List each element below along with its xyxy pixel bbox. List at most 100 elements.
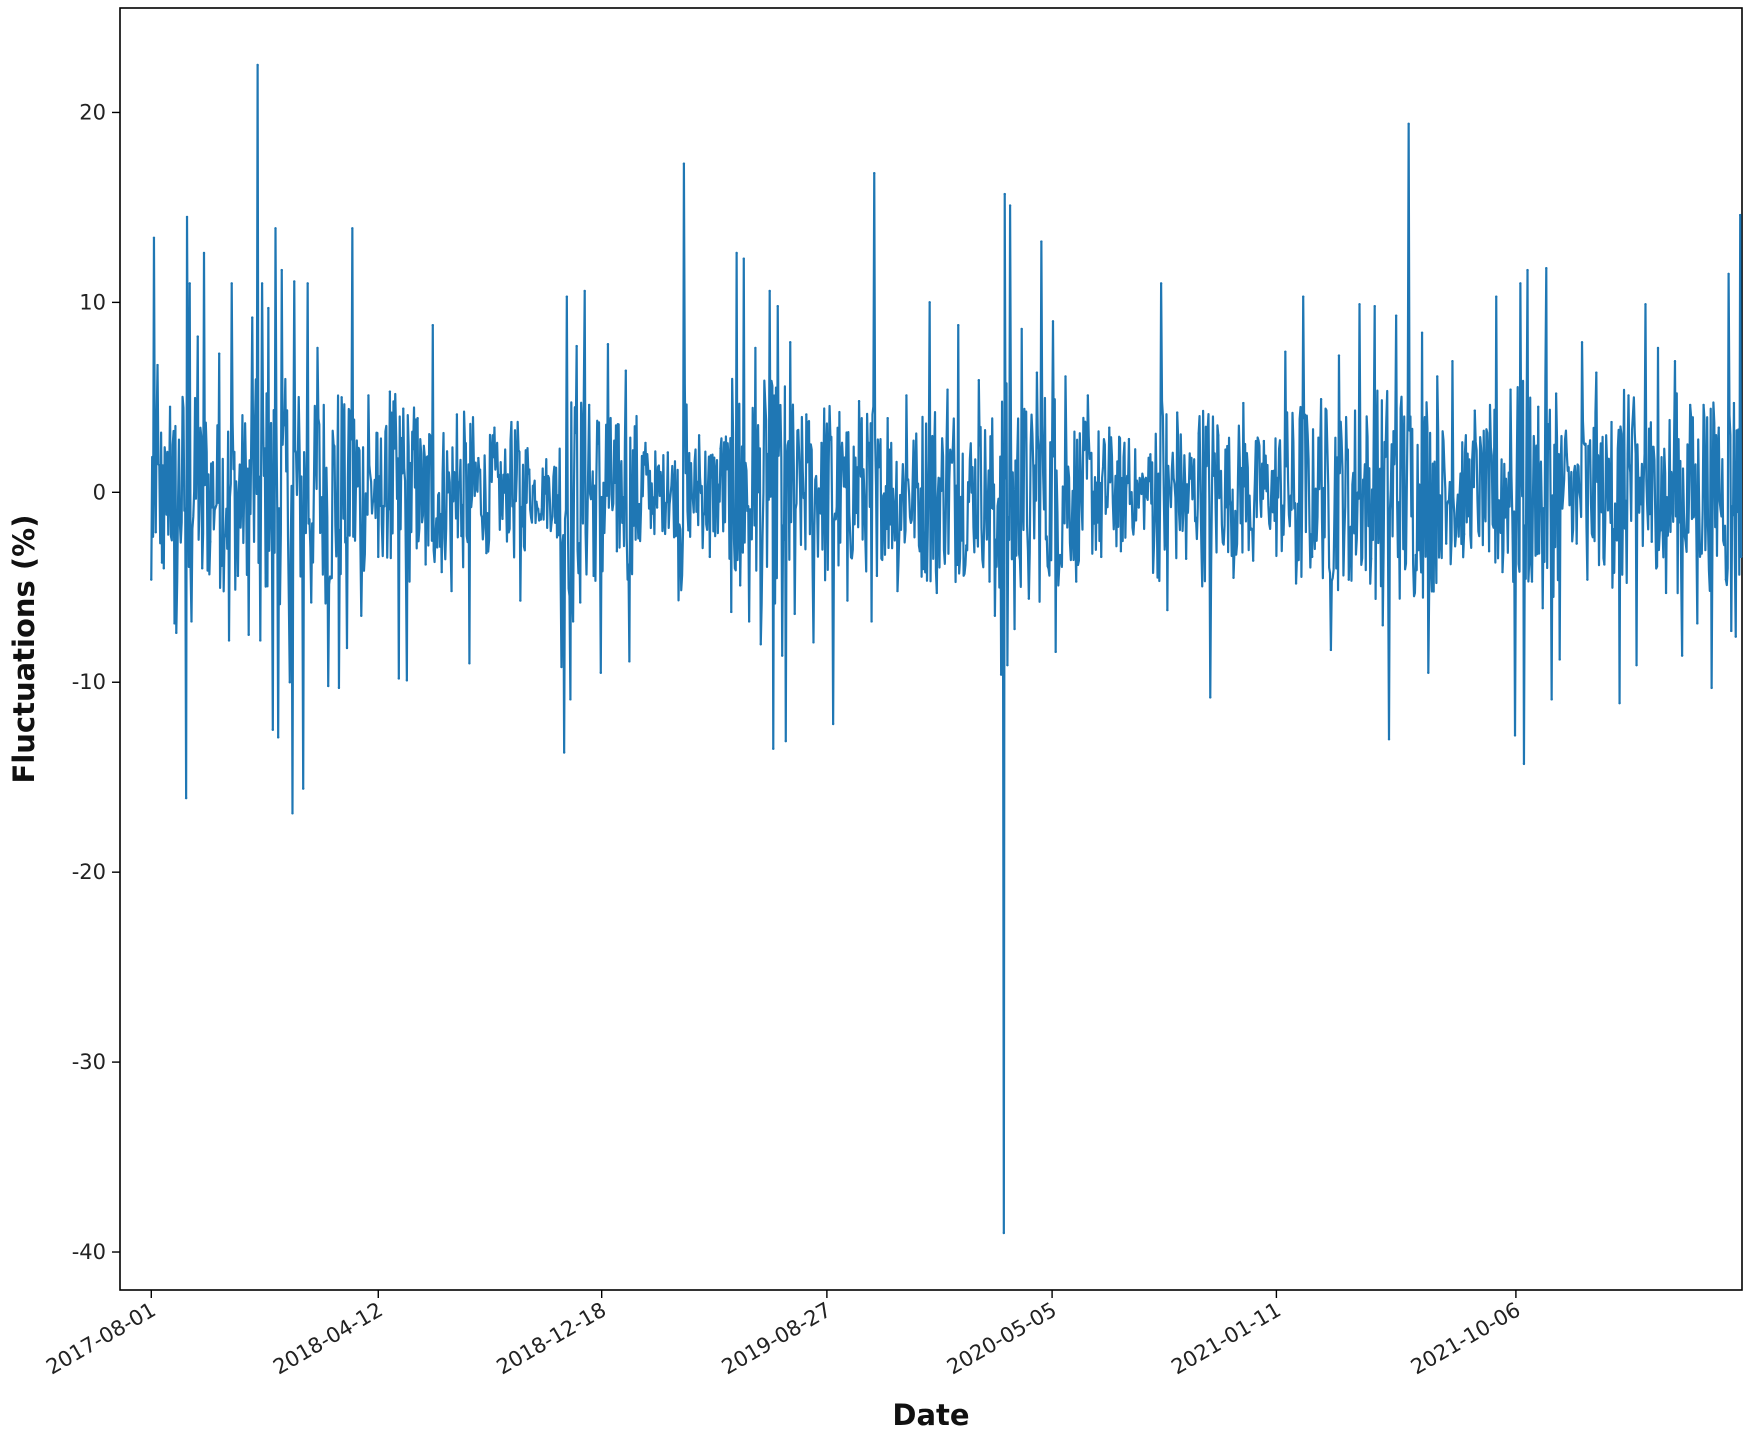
data-point bbox=[1414, 553, 1418, 557]
data-point bbox=[1108, 426, 1111, 429]
data-point bbox=[327, 684, 330, 688]
data-point bbox=[202, 251, 206, 255]
data-point bbox=[510, 420, 513, 424]
data-point bbox=[150, 578, 153, 581]
data-point bbox=[946, 388, 949, 391]
data-point bbox=[569, 698, 572, 701]
data-point bbox=[1002, 1231, 1006, 1235]
data-point bbox=[209, 540, 212, 543]
data-point bbox=[267, 306, 270, 310]
data-point bbox=[789, 341, 792, 344]
data-point bbox=[1545, 266, 1548, 270]
data-point bbox=[905, 394, 908, 397]
data-point bbox=[993, 614, 997, 617]
data-point bbox=[1242, 401, 1245, 405]
data-point bbox=[1519, 282, 1522, 285]
data-point bbox=[754, 346, 757, 350]
y-tick-label: -20 bbox=[72, 860, 106, 884]
data-point bbox=[280, 268, 283, 272]
data-point bbox=[1075, 580, 1078, 583]
data-point bbox=[1137, 506, 1140, 509]
data-point bbox=[349, 409, 352, 412]
data-point bbox=[440, 570, 443, 574]
data-point bbox=[587, 403, 591, 407]
data-point bbox=[1209, 696, 1212, 699]
data-point bbox=[870, 620, 873, 623]
data-point bbox=[571, 620, 575, 623]
data-point bbox=[565, 295, 569, 298]
data-point bbox=[337, 686, 341, 690]
x-axis-title: Date bbox=[892, 1398, 969, 1432]
data-point bbox=[501, 517, 504, 521]
data-point bbox=[1329, 648, 1333, 652]
data-point bbox=[485, 551, 488, 555]
data-point bbox=[397, 677, 401, 680]
series-line bbox=[150, 63, 1743, 1235]
data-point bbox=[1420, 331, 1424, 334]
data-point bbox=[1550, 698, 1553, 701]
data-point bbox=[624, 369, 628, 372]
data-point bbox=[1586, 578, 1589, 581]
data-point bbox=[1554, 392, 1558, 395]
data-point bbox=[528, 468, 531, 471]
data-point bbox=[1127, 437, 1131, 441]
data-point bbox=[1644, 303, 1647, 306]
data-point bbox=[1310, 555, 1314, 559]
data-point bbox=[1541, 606, 1544, 610]
data-point bbox=[302, 787, 305, 790]
data-point bbox=[196, 335, 199, 338]
data-point bbox=[805, 413, 808, 416]
data-point bbox=[1595, 371, 1598, 374]
x-tick-label: 2019-08-27 bbox=[718, 1298, 836, 1380]
data-point bbox=[460, 534, 463, 538]
data-point bbox=[1100, 555, 1103, 559]
data-point bbox=[918, 549, 922, 553]
data-point bbox=[1627, 394, 1630, 397]
data-point bbox=[935, 591, 939, 595]
series-layer bbox=[150, 63, 1743, 1235]
data-point bbox=[1040, 240, 1043, 243]
data-point bbox=[1451, 360, 1454, 363]
data-point bbox=[450, 589, 453, 593]
x-tick-label: 2017-08-01 bbox=[42, 1298, 160, 1380]
data-point bbox=[1462, 532, 1466, 536]
data-point bbox=[1558, 658, 1561, 661]
data-point bbox=[1635, 663, 1638, 667]
data-point bbox=[1717, 426, 1720, 429]
data-point bbox=[251, 316, 254, 319]
data-point bbox=[846, 599, 849, 602]
x-tick-label: 2018-04-12 bbox=[269, 1298, 387, 1380]
data-point bbox=[1273, 519, 1276, 522]
data-point bbox=[1373, 304, 1376, 308]
data-point bbox=[831, 722, 835, 726]
data-point bbox=[1702, 403, 1705, 407]
data-point bbox=[1618, 701, 1621, 705]
data-point bbox=[1427, 671, 1430, 674]
data-point bbox=[1381, 624, 1384, 627]
data-point bbox=[291, 812, 294, 815]
x-tick-label: 2021-01-11 bbox=[1167, 1298, 1285, 1380]
data-point bbox=[735, 251, 738, 255]
data-point bbox=[154, 530, 157, 534]
x-tick-label: 2020-05-05 bbox=[943, 1298, 1061, 1380]
data-point bbox=[896, 589, 899, 593]
data-point bbox=[682, 162, 686, 165]
data-point bbox=[1294, 582, 1298, 585]
data-point bbox=[1650, 540, 1653, 543]
data-point bbox=[175, 631, 178, 635]
data-point bbox=[493, 426, 496, 429]
data-point bbox=[742, 257, 745, 260]
data-point bbox=[666, 451, 670, 454]
data-point bbox=[1734, 635, 1737, 638]
data-point bbox=[351, 227, 354, 230]
data-point bbox=[310, 601, 313, 604]
data-point bbox=[543, 475, 546, 479]
data-point bbox=[1119, 549, 1123, 553]
data-point bbox=[1724, 578, 1728, 581]
data-point bbox=[152, 236, 156, 240]
data-point bbox=[185, 215, 189, 219]
data-point bbox=[575, 344, 578, 348]
data-point bbox=[276, 736, 280, 739]
data-point bbox=[554, 521, 557, 524]
